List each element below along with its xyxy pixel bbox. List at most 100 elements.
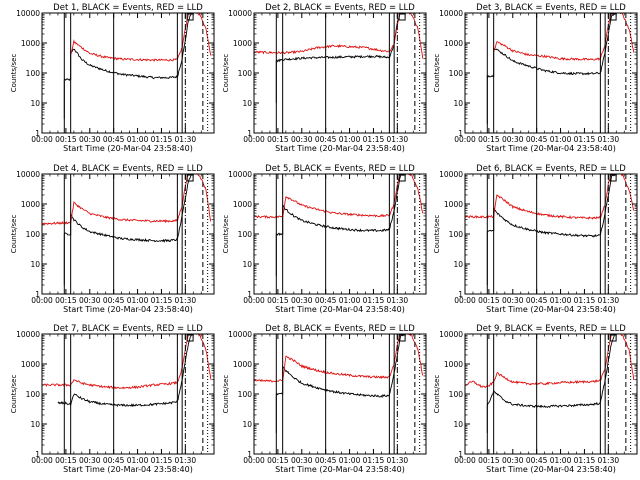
y-tick-label: 10000 <box>439 330 463 339</box>
y-tick-label: 10 <box>453 260 463 269</box>
chart-panel-1: 1 10 100 1000 10000 00:00 00:15 00:30 00:45 01:00… <box>10 3 215 153</box>
y-tick-label: 1000 <box>444 39 463 48</box>
y-tick-label: 1 <box>458 290 463 299</box>
x-tick-label: 00:45 <box>103 456 125 465</box>
x-tick-label: 00:15 <box>55 456 77 465</box>
peak-square-marker <box>398 13 406 21</box>
series-line-events <box>486 334 616 433</box>
x-tick-label: 01:30 <box>175 456 197 465</box>
x-tick-label: 00:45 <box>315 135 337 144</box>
x-tick-label: 00:30 <box>79 135 101 144</box>
plot-frame <box>41 173 215 295</box>
plot-frame <box>41 12 215 134</box>
y-tick-label: 10000 <box>439 170 463 179</box>
x-tick-label: 00:45 <box>103 296 125 305</box>
peak-square-marker <box>609 334 617 342</box>
y-axis-label: Counts/sec <box>222 215 230 254</box>
chart-title: Det 5, BLACK = Events, RED = LLD <box>265 164 415 174</box>
y-tick-label: 1000 <box>21 39 40 48</box>
y-tick-label: 10000 <box>16 9 40 18</box>
chart-panel-5: 1 10 100 1000 10000 00:00 00:15 00:30 00:45 01:00… <box>222 164 427 314</box>
peak-square-marker <box>186 174 194 182</box>
series-line-lld <box>254 174 424 220</box>
x-tick-label: 00:15 <box>478 456 500 465</box>
y-axis-label: Counts/sec <box>433 215 441 254</box>
peak-square-marker <box>398 174 406 182</box>
x-tick-label: 00:30 <box>79 296 101 305</box>
series-line-events <box>486 174 616 285</box>
y-tick-label: 100 <box>449 390 464 399</box>
x-axis-label: Start Time (20-Mar-04 23:58:40) <box>486 465 616 474</box>
series-line-events <box>275 334 405 433</box>
x-tick-label: 00:30 <box>291 135 313 144</box>
chart-panel-4: 1 10 100 1000 10000 00:00 00:15 00:30 00:45 01:00… <box>10 164 215 314</box>
chart-title: Det 1, BLACK = Events, RED = LLD <box>53 3 203 13</box>
plot-frame <box>253 12 427 134</box>
y-tick-label: 1000 <box>444 360 463 369</box>
x-tick-label: 00:45 <box>103 135 125 144</box>
series-line-events <box>63 174 193 285</box>
plot-frame <box>464 12 638 134</box>
x-tick-label: 00:00 <box>454 135 476 144</box>
x-tick-label: 00:45 <box>526 296 548 305</box>
x-tick-label: 01:15 <box>151 296 173 305</box>
x-tick-label: 01:30 <box>387 296 409 305</box>
x-tick-label: 01:00 <box>339 456 361 465</box>
x-tick-label: 00:00 <box>243 135 265 144</box>
y-tick-label: 10 <box>30 99 40 108</box>
y-tick-label: 1000 <box>233 200 252 209</box>
x-tick-label: 00:15 <box>267 456 289 465</box>
y-tick-label: 1 <box>247 450 252 459</box>
x-tick-label: 00:30 <box>79 456 101 465</box>
x-tick-label: 01:30 <box>175 296 197 305</box>
x-tick-label: 01:30 <box>387 456 409 465</box>
x-tick-label: 00:00 <box>454 456 476 465</box>
y-axis-label: Counts/sec <box>433 54 441 93</box>
chart-panel-8: 1 10 100 1000 10000 00:00 00:15 00:30 00:45 01:00… <box>222 324 427 474</box>
y-tick-label: 100 <box>449 230 464 239</box>
y-tick-label: 100 <box>238 69 253 78</box>
x-tick-label: 00:00 <box>243 456 265 465</box>
x-axis-label: Start Time (20-Mar-04 23:58:40) <box>486 305 616 314</box>
x-tick-label: 00:30 <box>502 296 524 305</box>
x-tick-label: 01:00 <box>550 135 572 144</box>
chart-title: Det 4, BLACK = Events, RED = LLD <box>53 164 203 174</box>
x-tick-label: 00:30 <box>291 456 313 465</box>
x-tick-label: 01:15 <box>574 456 596 465</box>
x-tick-label: 01:00 <box>550 456 572 465</box>
chart-panel-7: 1 10 100 1000 10000 00:00 00:15 00:30 00:45 01:00… <box>10 324 215 474</box>
y-tick-label: 10 <box>30 260 40 269</box>
x-tick-label: 01:30 <box>175 135 197 144</box>
series-line-lld <box>493 13 635 61</box>
x-tick-label: 00:45 <box>315 296 337 305</box>
y-tick-label: 10000 <box>228 9 252 18</box>
peak-square-marker <box>186 13 194 21</box>
x-tick-label: 01:15 <box>151 135 173 144</box>
peak-square-marker <box>186 334 194 342</box>
x-tick-label: 00:00 <box>31 456 53 465</box>
series-line-events <box>486 13 616 124</box>
x-tick-label: 01:15 <box>363 456 385 465</box>
y-tick-label: 100 <box>26 390 41 399</box>
series-line-lld <box>42 174 212 226</box>
x-axis-label: Start Time (20-Mar-04 23:58:40) <box>63 465 193 474</box>
series-line-events <box>275 174 404 276</box>
y-axis-label: Counts/sec <box>433 375 441 414</box>
x-axis-label: Start Time (20-Mar-04 23:58:40) <box>275 144 405 153</box>
series-line-lld <box>254 334 424 383</box>
chart-title: Det 3, BLACK = Events, RED = LLD <box>476 3 626 13</box>
x-tick-label: 00:15 <box>55 135 77 144</box>
y-tick-label: 1000 <box>233 39 252 48</box>
x-tick-label: 00:15 <box>478 296 500 305</box>
series-line-events <box>57 334 193 408</box>
x-tick-label: 00:45 <box>526 456 548 465</box>
x-tick-label: 00:15 <box>55 296 77 305</box>
x-tick-label: 01:15 <box>363 135 385 144</box>
series-line-lld <box>70 13 212 62</box>
y-tick-label: 1000 <box>21 360 40 369</box>
chart-title: Det 7, BLACK = Events, RED = LLD <box>53 324 203 334</box>
x-tick-label: 01:15 <box>151 456 173 465</box>
x-tick-label: 01:00 <box>127 296 149 305</box>
y-tick-label: 10 <box>30 420 40 429</box>
